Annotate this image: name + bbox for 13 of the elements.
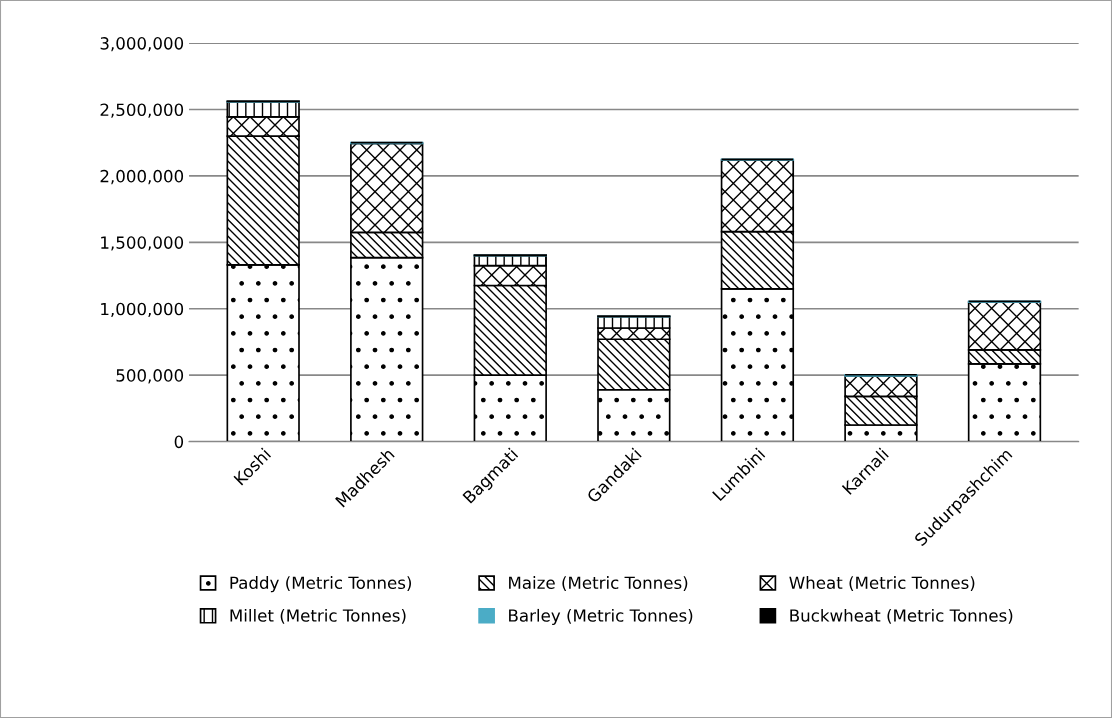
legend-label: Buckwheat (Metric Tonnes) <box>790 608 1013 624</box>
y-tick-label: 0 <box>174 435 184 449</box>
y-tick-label: 500,000 <box>116 369 184 384</box>
y-tick-label: 3,000,000 <box>100 37 184 52</box>
y-tick-label: 1,000,000 <box>101 302 184 318</box>
legend-label: Maize (Metric Tonnes) <box>509 576 688 591</box>
legend-label: Millet (Metric Tonnes) <box>230 608 406 624</box>
legend-label: Paddy (Metric Tonnes) <box>230 576 412 593</box>
legend-label: Barley (Metric Tonnes) <box>509 608 693 626</box>
y-tick-label: 2,500,000 <box>100 103 184 118</box>
y-tick-label: 1,500,000 <box>101 236 184 251</box>
y-tick-label: 2,000,000 <box>100 169 184 185</box>
legend-label: Wheat (Metric Tonnes) <box>789 576 975 591</box>
